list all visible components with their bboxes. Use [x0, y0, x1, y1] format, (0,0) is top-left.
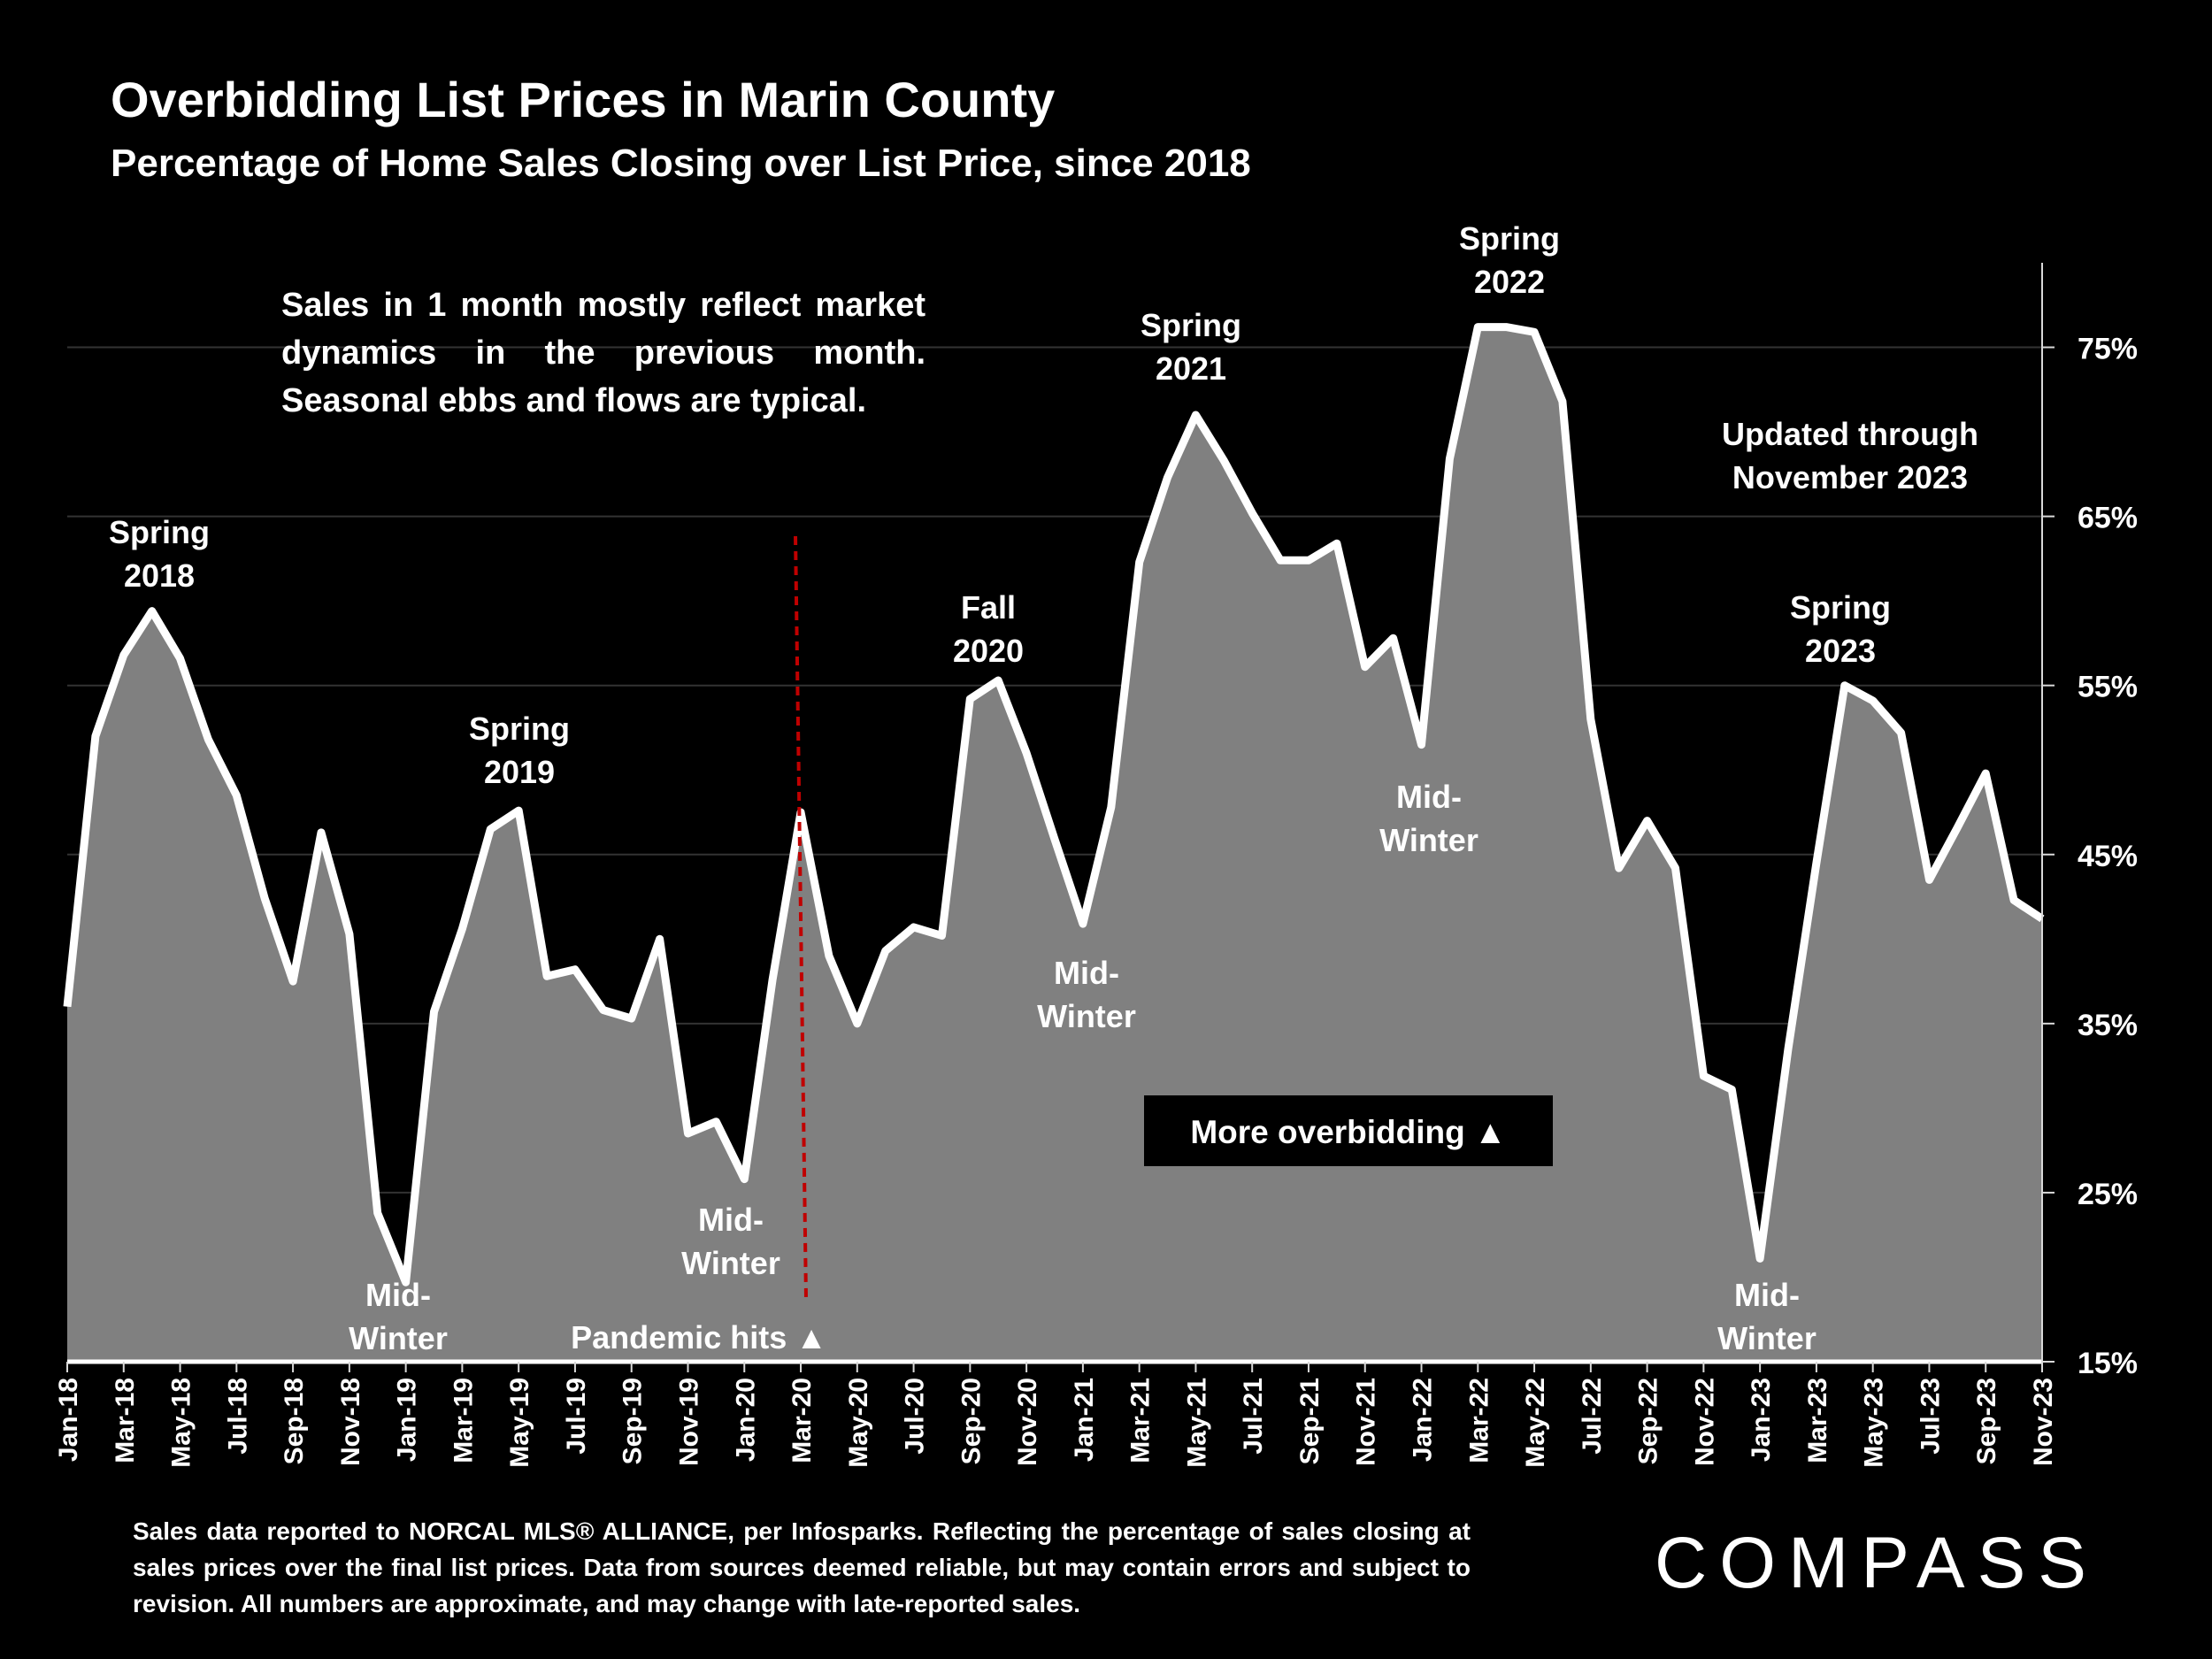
x-tick-label: May-21 [1182, 1378, 1211, 1468]
x-tick-label: Jan-19 [393, 1378, 422, 1462]
x-tick-label: Sep-23 [1972, 1378, 2001, 1464]
x-tick-label: Mar-20 [787, 1378, 817, 1463]
annotation-line: Winter [1379, 822, 1479, 858]
x-tick-label: Jul-19 [562, 1378, 591, 1455]
x-tick-label: May-20 [844, 1378, 873, 1468]
annotation-label: Spring 2022 [1459, 220, 1560, 300]
x-tick-label: Jan-22 [1409, 1378, 1438, 1462]
annotation-line: Winter [681, 1245, 780, 1281]
annotation-line: Mid- [1734, 1277, 1800, 1313]
y-tick-label: 25% [2078, 1178, 2138, 1211]
annotation-line: Mid- [365, 1277, 431, 1313]
x-tick-label: Jan-23 [1747, 1378, 1776, 1462]
y-tick-label: 35% [2078, 1009, 2138, 1042]
x-tick-label: Sep-21 [1295, 1378, 1325, 1464]
annotation-line: November 2023 [1732, 459, 1968, 495]
y-tick-label: 75% [2078, 333, 2138, 366]
x-tick-label: Mar-19 [449, 1378, 478, 1463]
annotation-label: Mid- Winter [681, 1202, 780, 1281]
annotation-line: Updated through [1722, 416, 1978, 452]
annotation-line: 2020 [953, 633, 1024, 669]
x-tick-label: Mar-22 [1464, 1378, 1494, 1463]
callout-box [1144, 1095, 1553, 1166]
annotation-label: Updated through November 2023 [1722, 416, 1978, 495]
x-tick-label: Jan-21 [1070, 1378, 1099, 1462]
annotation-line: Spring [1141, 307, 1241, 343]
annotation-line: Spring [1790, 589, 1891, 626]
x-tick-label: Nov-18 [336, 1378, 365, 1466]
x-tick-label: Nov-21 [1352, 1378, 1381, 1466]
x-tick-label: Jul-20 [901, 1378, 930, 1455]
compass-logo: COMPASS [1655, 1523, 2099, 1603]
annotation-line: 2022 [1474, 264, 1545, 300]
annotation-line: Spring [109, 514, 210, 550]
x-tick-label: Sep-20 [956, 1378, 986, 1464]
pandemic-marker-label: Pandemic hits ▲ [571, 1319, 827, 1356]
annotation-line: 2021 [1156, 350, 1226, 387]
x-tick-label: Jul-23 [1916, 1378, 1945, 1455]
x-tick-label: Mar-23 [1803, 1378, 1832, 1463]
annotation-label: Mid- Winter [1037, 955, 1136, 1034]
y-tick-label: 15% [2078, 1347, 2138, 1380]
x-tick-label: Sep-19 [618, 1378, 648, 1464]
x-tick-label: Jul-18 [223, 1378, 252, 1455]
annotation-label: Mid- Winter [1379, 779, 1479, 858]
annotation-line: Mid- [1054, 955, 1119, 991]
annotation-line: Spring [1459, 220, 1560, 257]
x-tick-label: May-23 [1860, 1378, 1889, 1468]
x-tick-label: Nov-19 [674, 1378, 703, 1466]
callout-label: More overbidding ▲ [1190, 1114, 1506, 1150]
x-tick-label: Jan-20 [731, 1378, 760, 1462]
annotation-line: 2018 [124, 557, 195, 594]
y-tick-label: 65% [2078, 502, 2138, 535]
annotation-label: Mid- Winter [1717, 1277, 1816, 1356]
chart-title: Overbidding List Prices in Marin County [111, 72, 1056, 127]
x-tick-label: Jan-18 [54, 1378, 83, 1462]
annotation-label: Spring 2023 [1790, 589, 1891, 669]
annotation-line: 2023 [1805, 633, 1876, 669]
x-tick-label: Sep-18 [280, 1378, 309, 1464]
y-tick-label: 45% [2078, 840, 2138, 873]
x-tick-label: Nov-20 [1013, 1378, 1042, 1466]
chart-note: Sales in 1 month mostly reflect market d… [281, 287, 926, 419]
pandemic-marker-line [794, 535, 809, 1302]
x-tick-label: Nov-22 [1690, 1378, 1719, 1466]
y-tick-label: 55% [2078, 671, 2138, 704]
x-tick-label: Mar-18 [111, 1378, 140, 1463]
source-footnote: Sales data reported to NORCAL MLS® ALLIA… [133, 1517, 1471, 1617]
x-tick-label: May-19 [505, 1378, 534, 1468]
annotation-line: Winter [1717, 1320, 1816, 1356]
annotation-label: Spring 2018 [109, 514, 210, 594]
x-tick-label: May-22 [1521, 1378, 1550, 1468]
annotation-label: Spring 2021 [1141, 307, 1241, 387]
annotation-label: Mid- Winter [349, 1277, 448, 1356]
annotation-line: Mid- [1396, 779, 1462, 815]
x-tick-label: Mar-21 [1126, 1378, 1156, 1463]
annotation-label: Fall 2020 [953, 589, 1024, 669]
annotation-line: Winter [1037, 998, 1136, 1034]
annotation-line: Mid- [698, 1202, 764, 1238]
annotation-line: Fall [961, 589, 1016, 626]
annotation-label: Spring 2019 [469, 710, 570, 790]
chart-subtitle: Percentage of Home Sales Closing over Li… [111, 142, 1251, 185]
x-tick-label: May-18 [167, 1378, 196, 1468]
x-tick-label: Sep-22 [1634, 1378, 1663, 1464]
x-tick-label: Jul-22 [1578, 1378, 1607, 1455]
x-tick-label: Jul-21 [1239, 1378, 1268, 1455]
annotation-line: 2019 [484, 754, 555, 790]
x-tick-label: Nov-23 [2029, 1378, 2058, 1466]
annotation-line: Winter [349, 1320, 448, 1356]
annotation-line: Spring [469, 710, 570, 747]
